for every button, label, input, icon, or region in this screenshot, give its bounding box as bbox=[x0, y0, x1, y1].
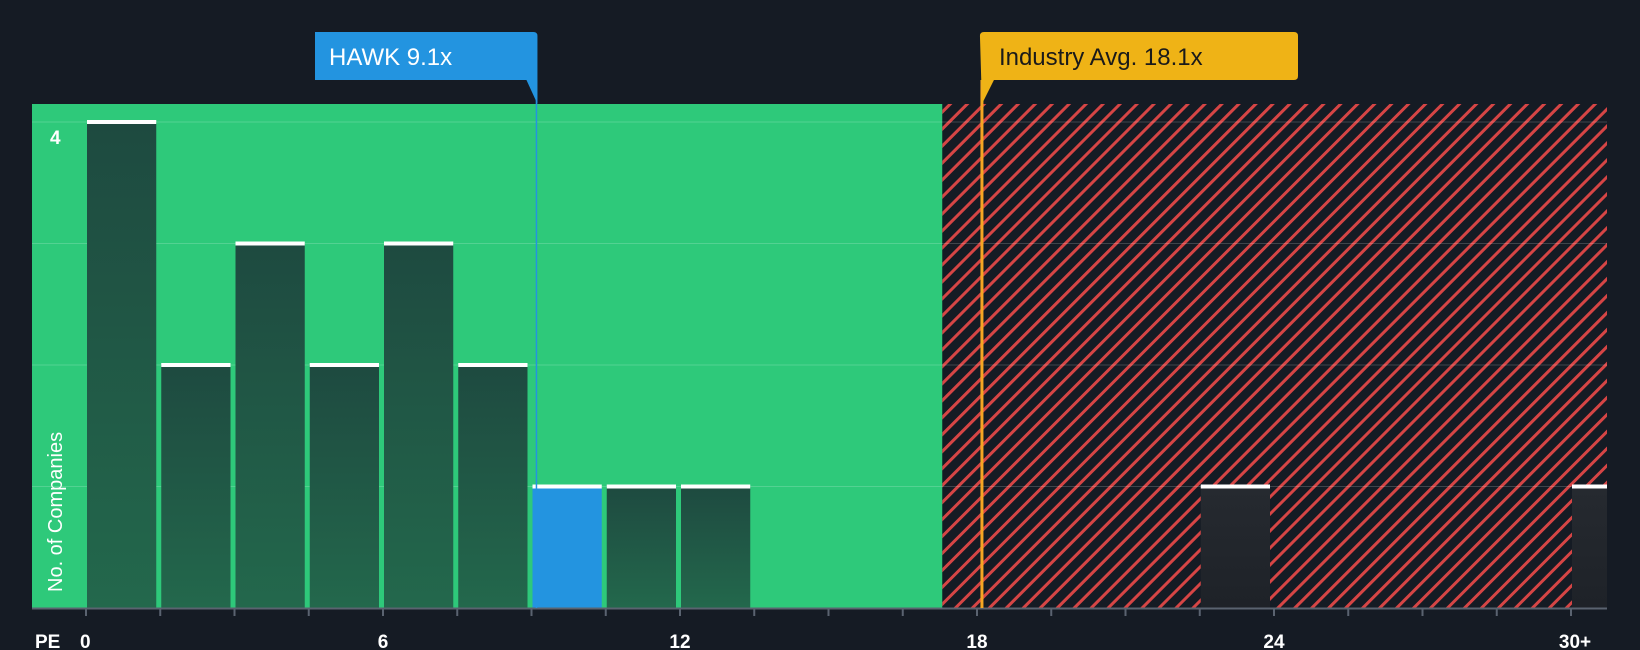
histogram-bar-cap bbox=[384, 241, 454, 246]
industry-callout-box bbox=[979, 32, 1298, 104]
histogram-bar-cap bbox=[1572, 484, 1607, 489]
histogram-bar bbox=[681, 486, 751, 608]
histogram-bar bbox=[458, 365, 528, 608]
histogram-bar bbox=[532, 486, 602, 608]
x-tick-label: 18 bbox=[966, 632, 987, 650]
industry-callout: Industry Avg. 18.1x bbox=[979, 32, 1298, 104]
histogram-bar-cap bbox=[161, 363, 231, 367]
x-tick-label: 0 bbox=[80, 632, 91, 650]
histogram-bar-cap bbox=[1200, 484, 1270, 489]
y-tick-label: 4 bbox=[50, 128, 61, 149]
histogram-bar bbox=[1572, 486, 1607, 608]
y-axis-label: No. of Companies bbox=[45, 432, 67, 592]
histogram-bar-cap bbox=[606, 484, 676, 489]
histogram-bar bbox=[1200, 486, 1270, 608]
histogram-bar bbox=[235, 243, 305, 608]
x-axis-label: PE bbox=[35, 632, 60, 650]
histogram-bar-cap bbox=[532, 484, 602, 489]
histogram-bar-cap bbox=[87, 120, 157, 124]
x-tick-label: 6 bbox=[378, 632, 389, 650]
company-callout-label: HAWK 9.1x bbox=[329, 44, 452, 71]
company-callout-box bbox=[315, 32, 538, 104]
x-tick-label: 30+ bbox=[1559, 632, 1591, 650]
x-tick-label: 24 bbox=[1263, 632, 1285, 650]
histogram-bar bbox=[87, 122, 157, 608]
histogram-bar bbox=[309, 365, 379, 608]
histogram-bar-cap bbox=[458, 363, 528, 367]
histogram-bar-cap bbox=[309, 363, 379, 367]
overvalued-zone bbox=[942, 104, 1607, 608]
histogram-bar-cap bbox=[681, 484, 751, 489]
histogram-bar bbox=[161, 365, 231, 608]
bars bbox=[87, 120, 1607, 608]
histogram-bar-cap bbox=[235, 241, 305, 246]
industry-callout-label: Industry Avg. 18.1x bbox=[999, 44, 1203, 71]
histogram-bar bbox=[606, 486, 676, 608]
histogram-bar bbox=[384, 243, 454, 608]
x-tick-label: 12 bbox=[669, 632, 690, 650]
company-callout: HAWK 9.1x bbox=[315, 32, 538, 104]
x-ticks: 0 6 12 18 24 30+ bbox=[80, 608, 1591, 650]
